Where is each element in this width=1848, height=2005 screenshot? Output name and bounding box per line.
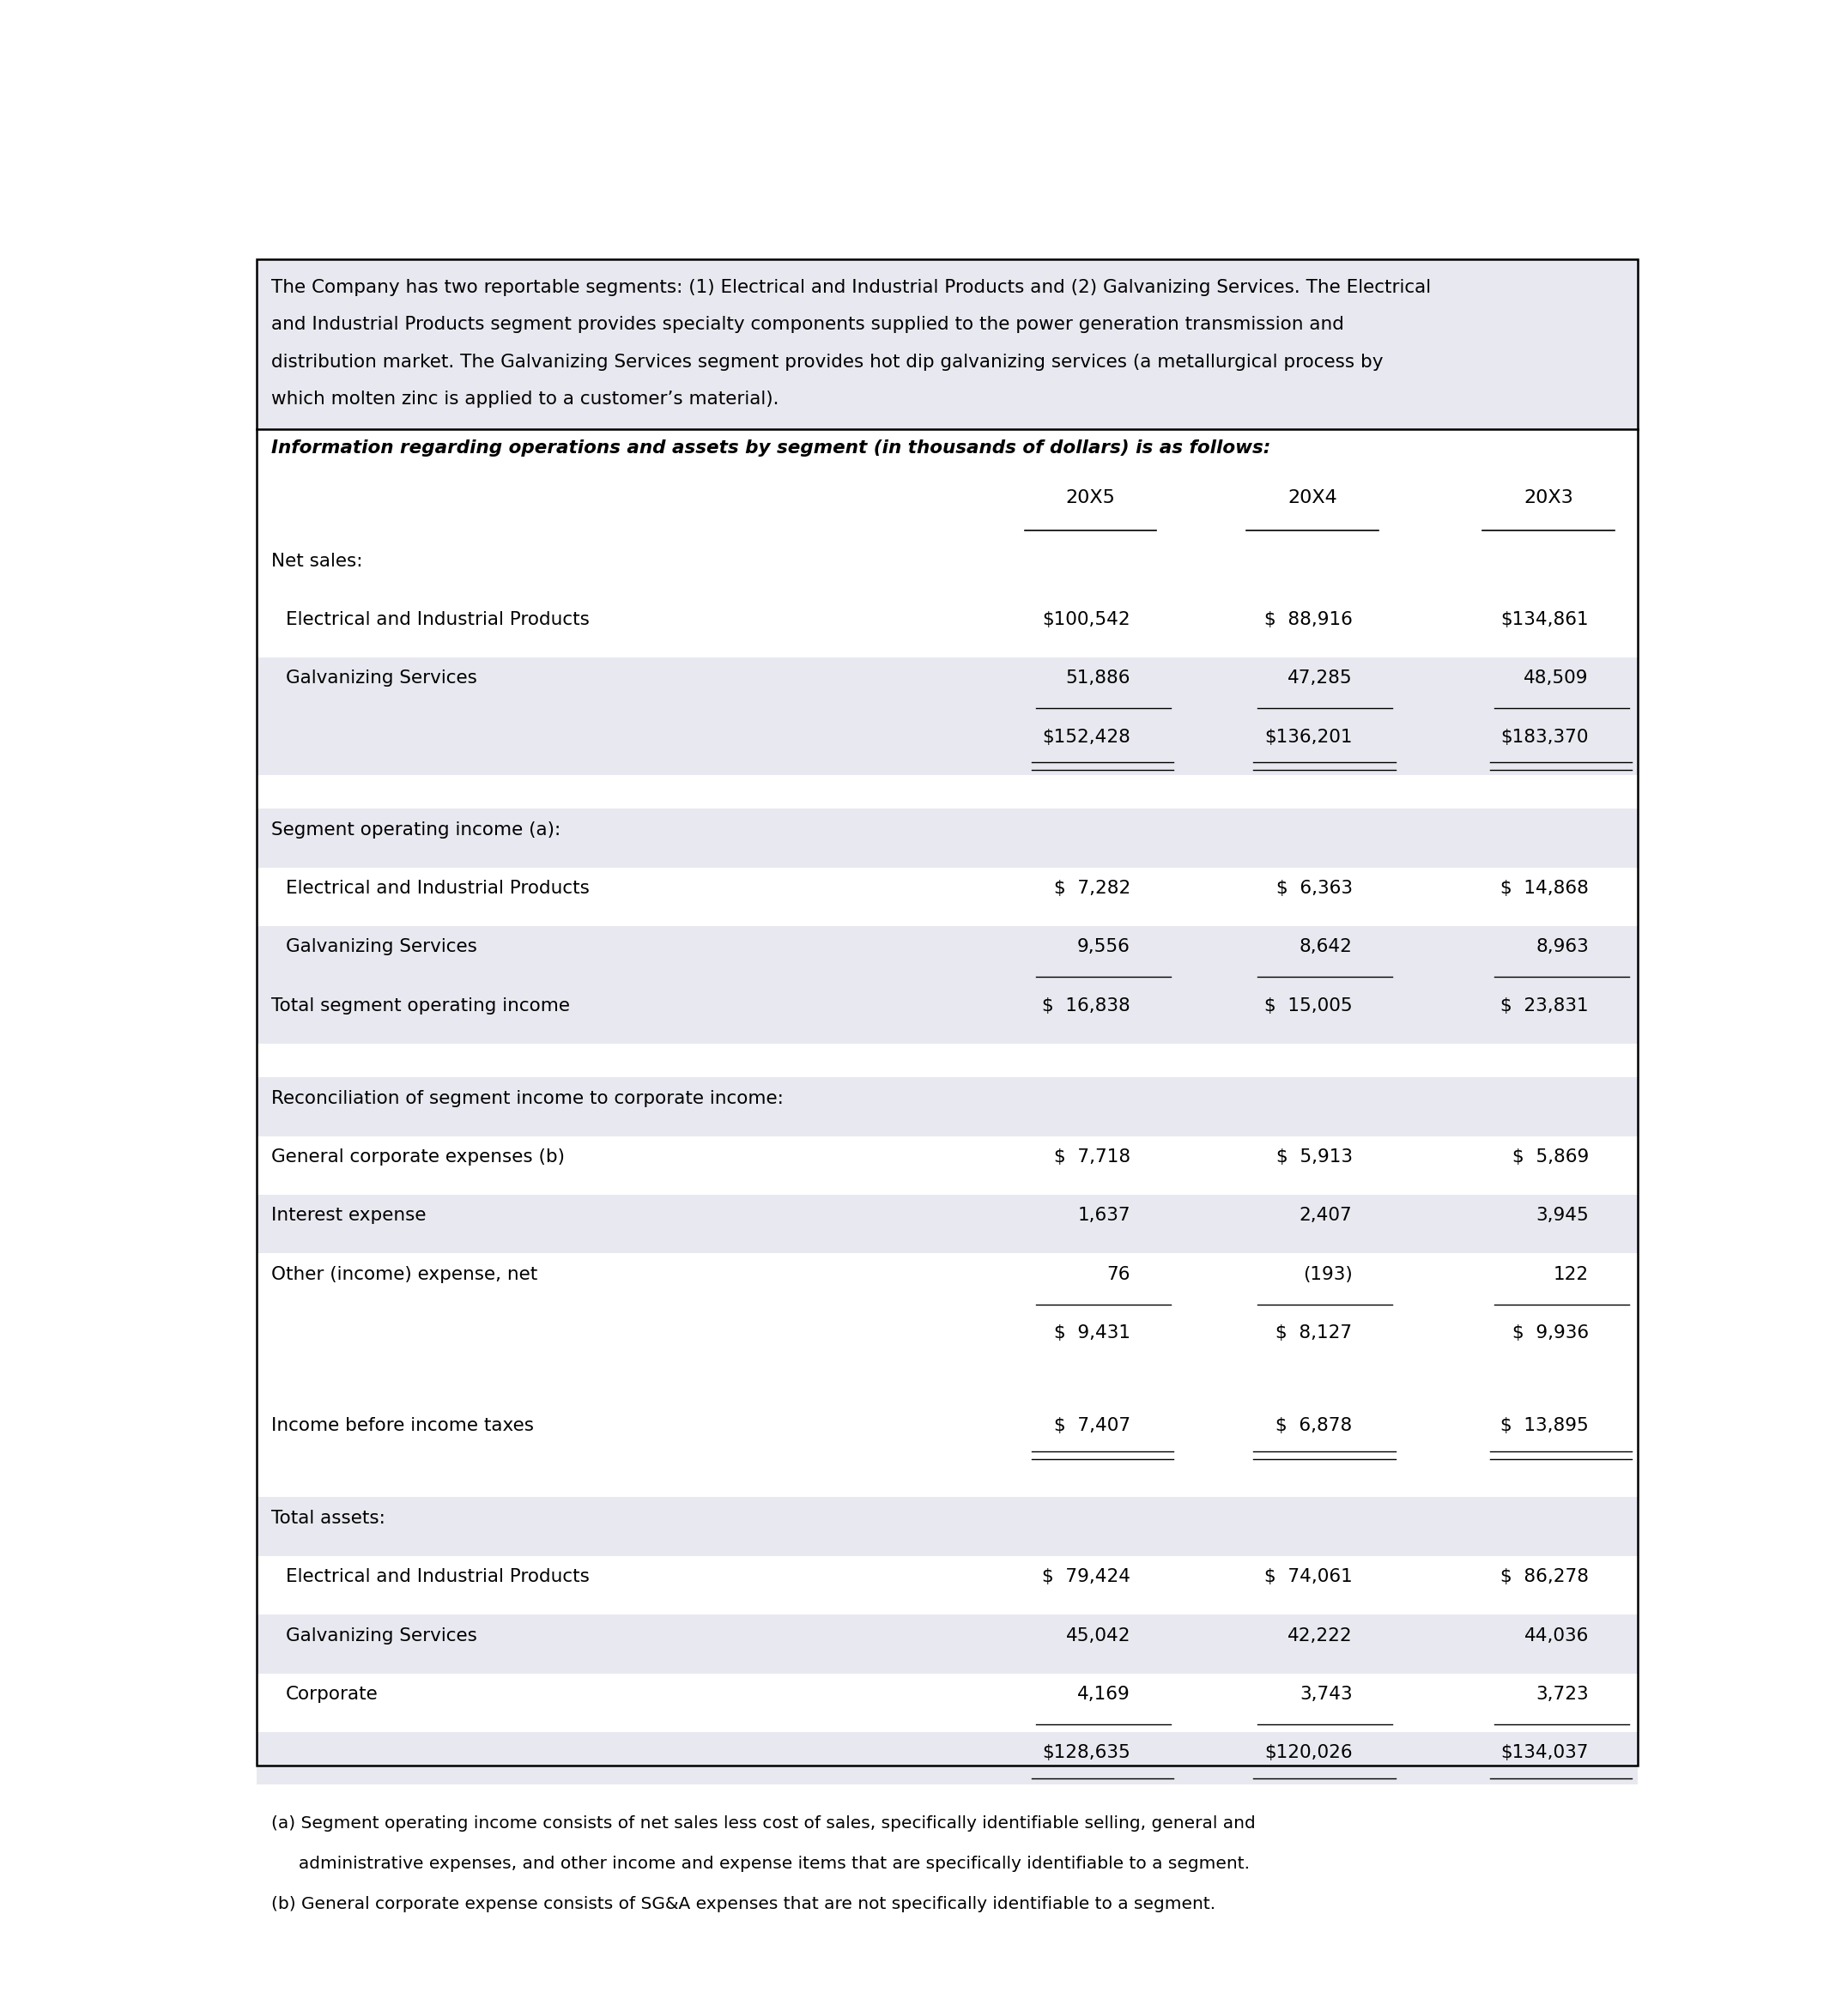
Text: Electrical and Industrial Products: Electrical and Industrial Products xyxy=(285,1568,590,1586)
Text: Galvanizing Services: Galvanizing Services xyxy=(285,670,477,688)
Text: 76: 76 xyxy=(1107,1265,1131,1283)
Text: Segment operating income (a):: Segment operating income (a): xyxy=(272,822,560,838)
Bar xyxy=(257,868,1637,926)
Text: $  88,916: $ 88,916 xyxy=(1264,612,1353,628)
Text: 4,169: 4,169 xyxy=(1077,1686,1131,1702)
Text: $  14,868: $ 14,868 xyxy=(1501,880,1589,896)
Bar xyxy=(257,1556,1637,1614)
Bar xyxy=(257,1077,1637,1137)
Text: $  15,005: $ 15,005 xyxy=(1264,996,1353,1015)
Text: $136,201: $136,201 xyxy=(1264,728,1353,746)
Bar xyxy=(257,479,1637,539)
Bar xyxy=(257,1311,1637,1371)
Bar xyxy=(257,599,1637,658)
Bar xyxy=(257,1043,1637,1077)
Text: The Company has two reportable segments: (1) Electrical and Industrial Products : The Company has two reportable segments:… xyxy=(272,279,1430,297)
Text: 20X3: 20X3 xyxy=(1525,489,1573,507)
Text: 9,556: 9,556 xyxy=(1077,938,1131,956)
Text: 1,637: 1,637 xyxy=(1077,1207,1131,1225)
Text: Interest expense: Interest expense xyxy=(272,1207,427,1225)
Bar xyxy=(257,1137,1637,1195)
Text: 44,036: 44,036 xyxy=(1525,1626,1589,1644)
Bar xyxy=(257,926,1637,984)
Text: $  7,718: $ 7,718 xyxy=(1053,1149,1131,1165)
Text: Galvanizing Services: Galvanizing Services xyxy=(285,938,477,956)
Bar xyxy=(257,1732,1637,1790)
Text: $  13,895: $ 13,895 xyxy=(1501,1418,1589,1434)
Text: Corporate: Corporate xyxy=(285,1686,377,1702)
Text: $  8,127: $ 8,127 xyxy=(1275,1325,1353,1341)
Text: $  23,831: $ 23,831 xyxy=(1501,996,1589,1015)
Text: 8,642: 8,642 xyxy=(1299,938,1353,956)
Text: distribution market. The Galvanizing Services segment provides hot dip galvanizi: distribution market. The Galvanizing Ser… xyxy=(272,353,1382,371)
Bar xyxy=(257,1498,1637,1556)
Text: $  5,869: $ 5,869 xyxy=(1512,1149,1589,1165)
Text: Electrical and Industrial Products: Electrical and Industrial Products xyxy=(285,880,590,896)
Bar xyxy=(257,429,1637,479)
Bar xyxy=(257,1464,1637,1498)
Text: 3,743: 3,743 xyxy=(1299,1686,1353,1702)
Text: Total assets:: Total assets: xyxy=(272,1510,384,1528)
Bar xyxy=(257,808,1637,868)
Text: Other (income) expense, net: Other (income) expense, net xyxy=(272,1265,538,1283)
Text: Reconciliation of segment income to corporate income:: Reconciliation of segment income to corp… xyxy=(272,1091,784,1107)
Text: 42,222: 42,222 xyxy=(1288,1626,1353,1644)
Text: $  6,878: $ 6,878 xyxy=(1275,1418,1353,1434)
Text: 8,963: 8,963 xyxy=(1536,938,1589,956)
Text: $152,428: $152,428 xyxy=(1042,728,1131,746)
Bar xyxy=(257,1766,1637,1800)
Bar xyxy=(257,1614,1637,1674)
Text: 122: 122 xyxy=(1554,1265,1589,1283)
Text: $134,861: $134,861 xyxy=(1501,612,1589,628)
Bar xyxy=(257,774,1637,808)
Text: 47,285: 47,285 xyxy=(1288,670,1353,688)
Text: 45,042: 45,042 xyxy=(1066,1626,1131,1644)
Bar xyxy=(257,658,1637,716)
Text: $  7,282: $ 7,282 xyxy=(1053,880,1131,896)
Text: Income before income taxes: Income before income taxes xyxy=(272,1418,534,1434)
Text: $  9,936: $ 9,936 xyxy=(1512,1325,1589,1341)
Text: and Industrial Products segment provides specialty components supplied to the po: and Industrial Products segment provides… xyxy=(272,317,1343,333)
Text: $  6,363: $ 6,363 xyxy=(1275,880,1353,896)
Text: Net sales:: Net sales: xyxy=(272,553,362,569)
Text: which molten zinc is applied to a customer’s material).: which molten zinc is applied to a custom… xyxy=(272,391,778,407)
Text: (a) Segment operating income consists of net sales less cost of sales, specifica: (a) Segment operating income consists of… xyxy=(272,1815,1255,1833)
Text: $  5,913: $ 5,913 xyxy=(1275,1149,1353,1165)
Text: $100,542: $100,542 xyxy=(1042,612,1131,628)
Text: 48,509: 48,509 xyxy=(1525,670,1589,688)
Text: 3,945: 3,945 xyxy=(1536,1207,1589,1225)
Text: General corporate expenses (b): General corporate expenses (b) xyxy=(272,1149,565,1165)
Bar xyxy=(257,1195,1637,1253)
Text: $  7,407: $ 7,407 xyxy=(1053,1418,1131,1434)
Text: $120,026: $120,026 xyxy=(1264,1744,1353,1762)
Text: Total segment operating income: Total segment operating income xyxy=(272,996,569,1015)
Text: $  86,278: $ 86,278 xyxy=(1501,1568,1589,1586)
Bar xyxy=(257,1406,1637,1464)
Bar xyxy=(257,984,1637,1043)
Text: Information regarding operations and assets by segment (in thousands of dollars): Information regarding operations and ass… xyxy=(272,439,1271,457)
Text: $128,635: $128,635 xyxy=(1042,1744,1131,1762)
Bar xyxy=(257,1253,1637,1311)
Text: Electrical and Industrial Products: Electrical and Industrial Products xyxy=(285,612,590,628)
Text: (193): (193) xyxy=(1303,1265,1353,1283)
Text: 2,407: 2,407 xyxy=(1299,1207,1353,1225)
Text: $  79,424: $ 79,424 xyxy=(1042,1568,1131,1586)
Text: administrative expenses, and other income and expense items that are specificall: administrative expenses, and other incom… xyxy=(272,1855,1249,1873)
Bar xyxy=(257,539,1637,599)
Text: 20X5: 20X5 xyxy=(1066,489,1114,507)
Text: 20X4: 20X4 xyxy=(1288,489,1338,507)
Text: $183,370: $183,370 xyxy=(1501,728,1589,746)
Bar xyxy=(257,716,1637,774)
Text: $  16,838: $ 16,838 xyxy=(1042,996,1131,1015)
Text: $  74,061: $ 74,061 xyxy=(1264,1568,1353,1586)
Bar xyxy=(257,1674,1637,1732)
Text: $  9,431: $ 9,431 xyxy=(1053,1325,1131,1341)
Text: $134,037: $134,037 xyxy=(1501,1744,1589,1762)
Text: (b) General corporate expense consists of SG&A expenses that are not specificall: (b) General corporate expense consists o… xyxy=(272,1895,1216,1913)
Bar xyxy=(257,1371,1637,1406)
Bar xyxy=(257,259,1637,429)
Text: 51,886: 51,886 xyxy=(1066,670,1131,688)
Text: Galvanizing Services: Galvanizing Services xyxy=(285,1626,477,1644)
Text: 3,723: 3,723 xyxy=(1536,1686,1589,1702)
